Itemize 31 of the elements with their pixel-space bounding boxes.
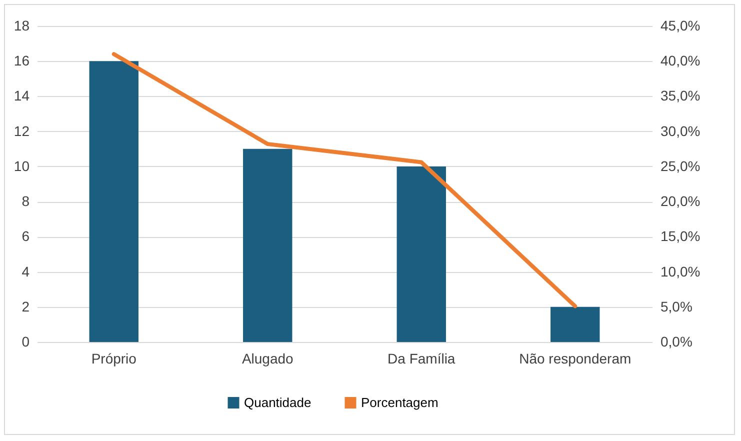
bar	[89, 61, 138, 342]
y2-tick-label: 30,0%	[660, 122, 700, 139]
bar	[550, 306, 600, 342]
y2-tick-label: 40,0%	[660, 52, 700, 69]
y2-tick-label: 45,0%	[660, 18, 700, 34]
y2-tick-label: 0,0%	[660, 334, 692, 350]
y-tick-label: 10	[14, 158, 30, 174]
y2-tick-label: 15,0%	[660, 228, 700, 244]
y-tick-label: 2	[22, 298, 30, 314]
y-tick-label: 18	[14, 18, 30, 34]
y-tick-label: 4	[22, 263, 30, 280]
y-tick-label: 14	[14, 88, 30, 104]
x-tick-label: Não responderam	[519, 350, 632, 366]
y-tick-label: 0	[22, 334, 30, 350]
y2-tick-label: 5,0%	[660, 298, 692, 314]
x-tick-label: Alugado	[242, 350, 294, 366]
legend-label: Quantidade	[244, 394, 312, 410]
y-tick-label: 12	[14, 122, 30, 139]
y2-tick-label: 35,0%	[660, 88, 700, 104]
y2-tick-label: 20,0%	[660, 193, 700, 210]
y-tick-label: 8	[22, 193, 30, 210]
y2-tick-label: 25,0%	[660, 158, 700, 174]
y-tick-label: 6	[22, 228, 30, 244]
y-tick-label: 16	[14, 52, 30, 69]
legend-label: Porcentagem	[361, 394, 438, 410]
x-tick-label: Da Família	[388, 350, 456, 366]
bar	[243, 148, 292, 342]
bar	[396, 166, 446, 342]
line-series	[112, 52, 578, 308]
y2-tick-label: 10,0%	[660, 263, 700, 280]
x-tick-label: Próprio	[91, 350, 137, 366]
